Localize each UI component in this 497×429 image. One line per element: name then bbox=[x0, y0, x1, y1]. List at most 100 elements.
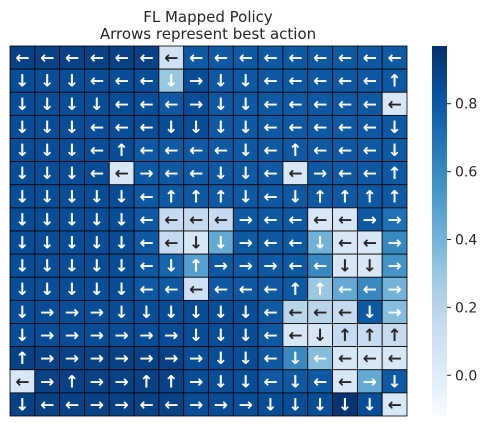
policy-arrow: → bbox=[313, 164, 327, 184]
policy-arrow: ↓ bbox=[214, 164, 228, 184]
policy-arrow: ↑ bbox=[189, 257, 203, 277]
policy-arrow: ↑ bbox=[288, 141, 302, 161]
policy-arrow: ← bbox=[313, 72, 327, 92]
policy-arrow: ← bbox=[164, 164, 178, 184]
policy-arrow: ← bbox=[65, 395, 79, 415]
policy-arrow: ↓ bbox=[338, 257, 352, 277]
policy-arrow: ← bbox=[363, 234, 377, 254]
policy-arrow: ↓ bbox=[363, 395, 377, 415]
policy-arrow: → bbox=[90, 303, 104, 323]
policy-arrow: ← bbox=[363, 118, 377, 138]
policy-arrow: ← bbox=[263, 72, 277, 92]
policy-arrow: ← bbox=[90, 118, 104, 138]
policy-arrow: ↓ bbox=[65, 141, 79, 161]
policy-arrow: ↓ bbox=[288, 187, 302, 207]
policy-arrow: ← bbox=[387, 349, 401, 369]
policy-arrow: → bbox=[239, 257, 253, 277]
policy-arrow: ↓ bbox=[115, 257, 129, 277]
policy-arrow: → bbox=[363, 210, 377, 230]
policy-arrow: ← bbox=[313, 49, 327, 69]
policy-arrow: ← bbox=[115, 49, 129, 69]
policy-arrow: ← bbox=[288, 72, 302, 92]
policy-arrow: ↓ bbox=[115, 303, 129, 323]
policy-arrow: → bbox=[164, 349, 178, 369]
policy-arrow: → bbox=[164, 326, 178, 346]
policy-arrow: ← bbox=[288, 257, 302, 277]
policy-arrow: ↓ bbox=[288, 349, 302, 369]
policy-arrow: ← bbox=[139, 395, 153, 415]
colorbar bbox=[432, 46, 447, 416]
policy-arrow: ← bbox=[263, 234, 277, 254]
policy-arrow: ← bbox=[115, 72, 129, 92]
policy-arrow: ↑ bbox=[139, 372, 153, 392]
policy-arrow: ↓ bbox=[65, 187, 79, 207]
policy-arrow: ← bbox=[164, 210, 178, 230]
heatmap-cells bbox=[9, 45, 408, 417]
colorbar-tick-label: 0.8 bbox=[455, 97, 477, 113]
policy-arrow: → bbox=[387, 280, 401, 300]
policy-arrow: ↓ bbox=[40, 141, 54, 161]
policy-arrow: ↑ bbox=[387, 187, 401, 207]
policy-arrow: ← bbox=[139, 234, 153, 254]
policy-arrow: ← bbox=[263, 210, 277, 230]
policy-arrow: ↓ bbox=[15, 326, 29, 346]
policy-arrow: ↓ bbox=[214, 72, 228, 92]
policy-arrow: ↓ bbox=[189, 326, 203, 346]
policy-arrow: ↓ bbox=[239, 326, 253, 346]
policy-arrow: ↑ bbox=[164, 372, 178, 392]
policy-arrow: ↑ bbox=[363, 326, 377, 346]
policy-arrow: ← bbox=[363, 141, 377, 161]
policy-arrow: ← bbox=[338, 210, 352, 230]
chart-subtitle: Arrows represent best action bbox=[100, 25, 316, 43]
policy-arrow: → bbox=[263, 257, 277, 277]
policy-arrow: ← bbox=[263, 349, 277, 369]
policy-arrow: ↓ bbox=[40, 187, 54, 207]
policy-arrow: ← bbox=[288, 234, 302, 254]
policy-arrow: ↓ bbox=[15, 141, 29, 161]
policy-arrow: ↑ bbox=[338, 326, 352, 346]
policy-arrow: ← bbox=[313, 257, 327, 277]
policy-arrow: ← bbox=[189, 164, 203, 184]
policy-arrow: → bbox=[189, 395, 203, 415]
colorbar-tick-label: 0.2 bbox=[455, 300, 477, 316]
policy-arrow: ↑ bbox=[288, 280, 302, 300]
policy-arrow: ← bbox=[164, 95, 178, 115]
policy-arrow: ← bbox=[40, 49, 54, 69]
policy-arrow: → bbox=[90, 349, 104, 369]
policy-arrow: ← bbox=[263, 118, 277, 138]
policy-arrow: ← bbox=[313, 372, 327, 392]
policy-arrow: ← bbox=[139, 95, 153, 115]
policy-arrow: ↓ bbox=[363, 303, 377, 323]
policy-arrow: ↓ bbox=[239, 349, 253, 369]
policy-arrow: ← bbox=[338, 303, 352, 323]
policy-arrow: ← bbox=[139, 187, 153, 207]
colorbar-ticks: 0.0 0.2 0.4 0.6 0.8 bbox=[447, 97, 477, 384]
policy-arrow: → bbox=[214, 395, 228, 415]
policy-arrow: ← bbox=[189, 280, 203, 300]
policy-arrow: ↑ bbox=[115, 141, 129, 161]
policy-arrow: → bbox=[40, 326, 54, 346]
policy-arrow: ↓ bbox=[40, 257, 54, 277]
policy-arrow: ← bbox=[363, 49, 377, 69]
policy-arrow: ↓ bbox=[15, 234, 29, 254]
policy-arrow: ↓ bbox=[313, 326, 327, 346]
policy-arrow: ↓ bbox=[239, 164, 253, 184]
policy-arrow: → bbox=[90, 372, 104, 392]
policy-arrow: ↓ bbox=[15, 72, 29, 92]
policy-arrow: ← bbox=[313, 95, 327, 115]
policy-arrow: → bbox=[189, 72, 203, 92]
policy-arrow: ← bbox=[164, 49, 178, 69]
policy-arrow: ↓ bbox=[15, 210, 29, 230]
heatmap-cell bbox=[381, 392, 408, 417]
policy-arrow: → bbox=[189, 95, 203, 115]
policy-arrow: ← bbox=[263, 326, 277, 346]
policy-arrow: ↓ bbox=[239, 95, 253, 115]
policy-arrow: ↑ bbox=[189, 187, 203, 207]
policy-arrow: ← bbox=[139, 210, 153, 230]
policy-arrow: ↓ bbox=[90, 187, 104, 207]
policy-arrow: → bbox=[387, 257, 401, 277]
policy-arrow: ↓ bbox=[164, 303, 178, 323]
policy-arrow: ↓ bbox=[65, 95, 79, 115]
policy-arrow: ↑ bbox=[15, 349, 29, 369]
policy-arrow: ↓ bbox=[40, 164, 54, 184]
